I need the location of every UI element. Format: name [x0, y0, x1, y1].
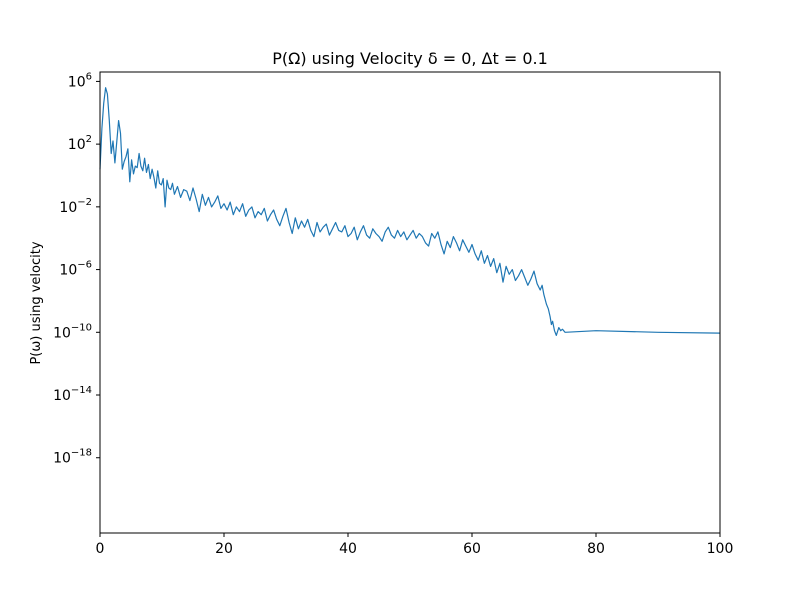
y-axis-label: P(ω) using velocity — [29, 241, 44, 364]
chart-title: P(Ω) using Velocity δ = 0, Δt = 0.1 — [272, 49, 548, 68]
y-tick-label: 10−6 — [59, 260, 92, 279]
y-tick-label: 10−2 — [59, 197, 92, 216]
plot-frame — [99, 71, 721, 534]
y-tick-label: 106 — [68, 71, 92, 90]
x-tick-label: 40 — [339, 541, 357, 557]
y-tick-label: 10−14 — [53, 385, 92, 404]
y-axis-ticks: 106 102 10−2 10−6 10−10 10−14 10−18 — [53, 71, 100, 467]
series-line — [99, 87, 721, 336]
y-tick-label: 10−10 — [53, 322, 92, 341]
x-axis-ticks: 0 20 40 60 80 100 — [96, 533, 734, 557]
y-tick-label: 10−18 — [53, 448, 92, 467]
x-tick-label: 0 — [96, 541, 105, 557]
x-tick-label: 100 — [707, 541, 734, 557]
y-tick-label: 102 — [68, 134, 92, 153]
x-tick-label: 80 — [587, 541, 605, 557]
x-tick-label: 60 — [463, 541, 481, 557]
x-tick-label: 20 — [215, 541, 233, 557]
